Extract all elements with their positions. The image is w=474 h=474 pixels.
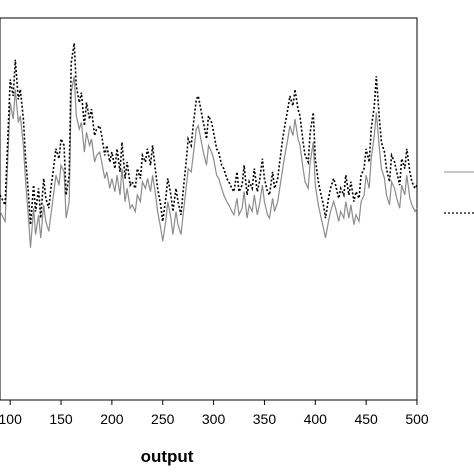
x-tick-label: 250 — [151, 411, 175, 427]
x-tick-label: 400 — [304, 411, 328, 427]
plot-area-frame — [0, 17, 418, 401]
series-line-dotted — [0, 43, 418, 225]
x-axis: 100 150 200 250 300 350 400 450 500 — [0, 400, 429, 427]
x-axis-title: output — [141, 447, 194, 466]
x-tick-label: 450 — [354, 411, 378, 427]
x-tick-label: 200 — [100, 411, 124, 427]
x-tick-label: 150 — [49, 411, 73, 427]
series-layer — [0, 43, 418, 248]
series-line-solid — [0, 76, 418, 248]
legend — [444, 171, 474, 214]
x-tick-label: 500 — [405, 411, 429, 427]
x-tick-label: 350 — [253, 411, 277, 427]
x-tick-label: 100 — [0, 411, 22, 427]
x-tick-label: 300 — [202, 411, 226, 427]
